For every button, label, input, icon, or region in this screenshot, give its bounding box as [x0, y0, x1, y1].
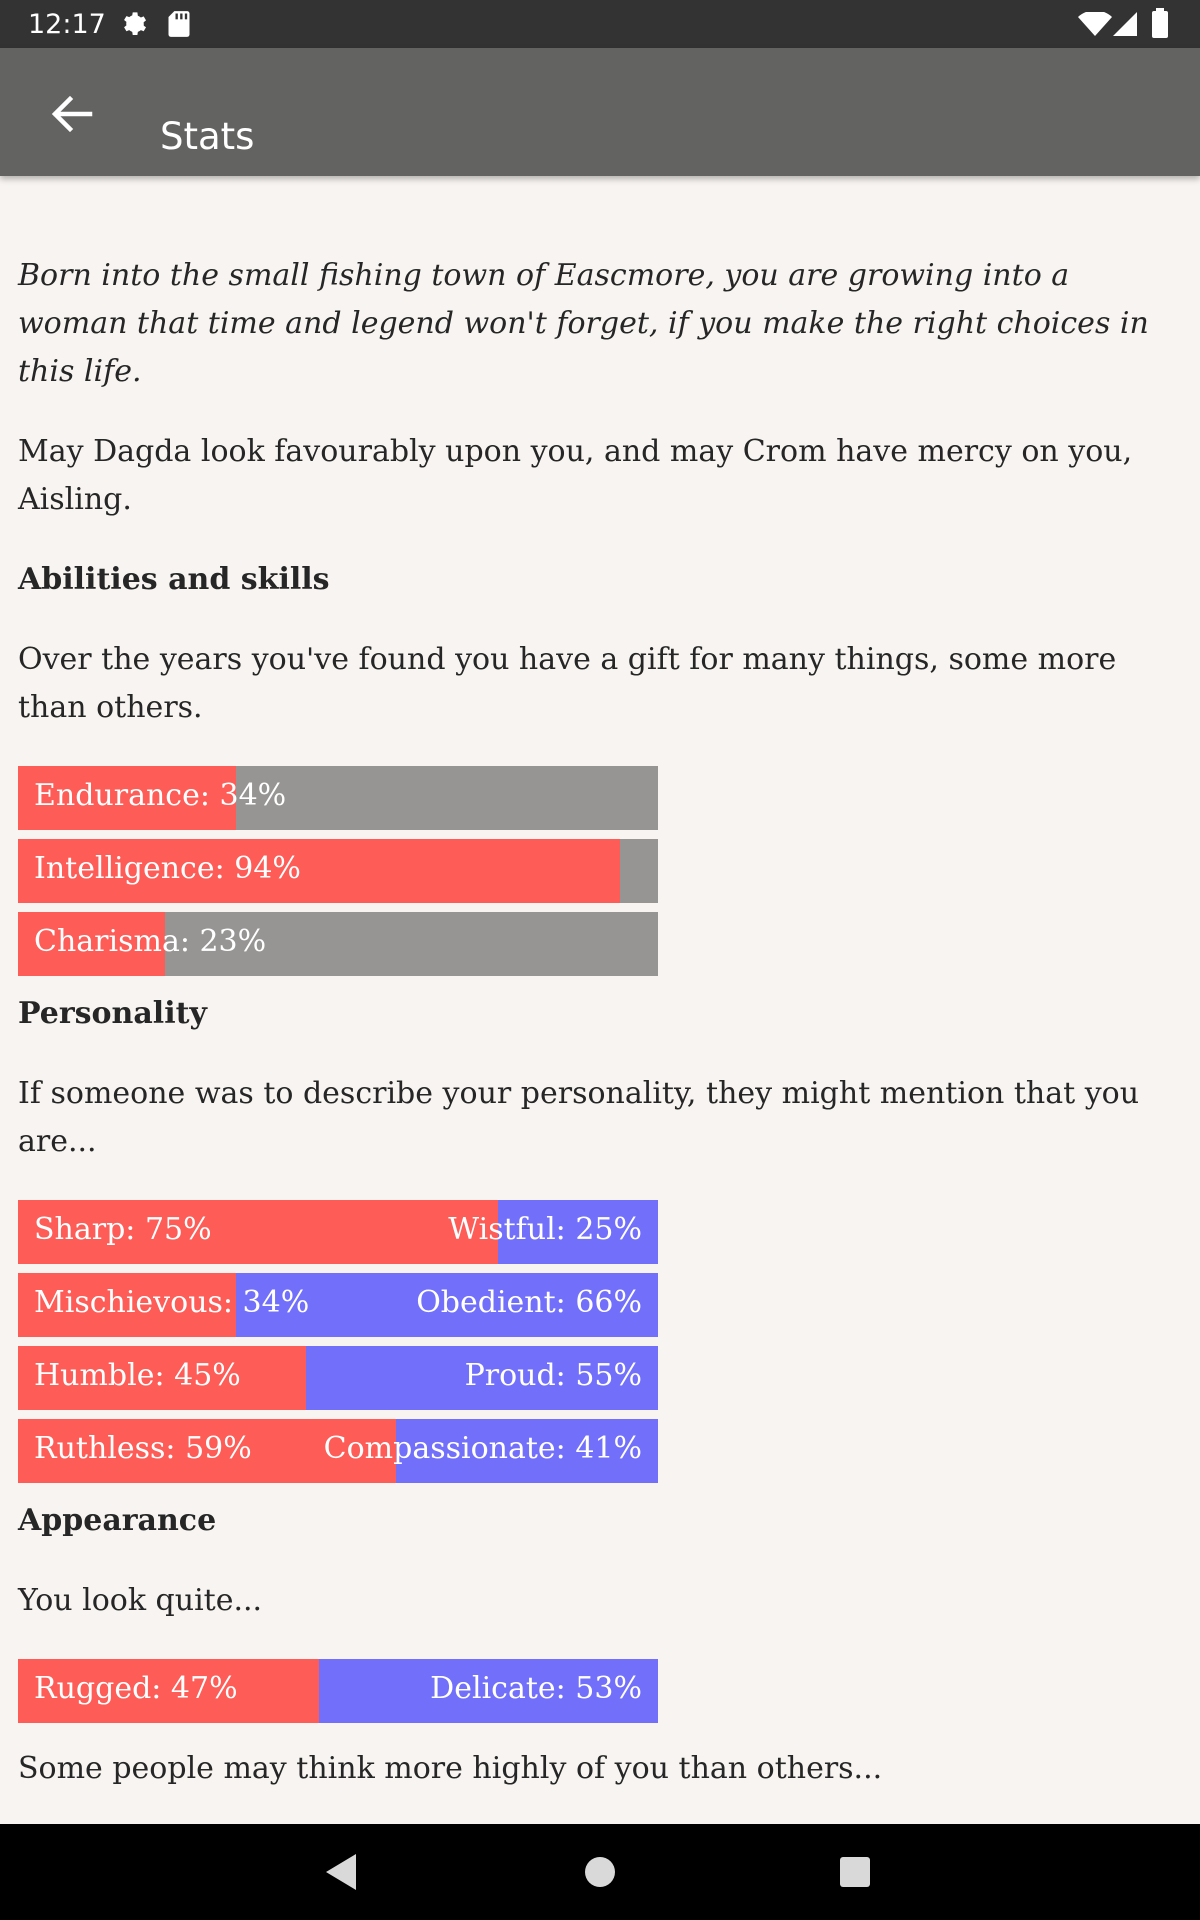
stat-bar-left-label: Rugged: 47% [34, 1671, 238, 1706]
stat-bar-fill [18, 766, 236, 830]
appearance-footer: Some people may think more highly of you… [18, 1751, 883, 1786]
appearance-bars: Rugged: 47% Delicate: 53% [18, 1659, 1183, 1723]
stat-bar-fill [18, 912, 166, 976]
stat-bar-label: Endurance: 34% [34, 778, 287, 813]
stat-bar-fill [18, 1346, 306, 1410]
abilities-bars: Endurance: 34% Intelligence: 94% Charisma:… [18, 766, 1183, 976]
stat-bar-left-label: Ruthless: 59% [34, 1431, 252, 1466]
stat-bar-label: Intelligence: 94% [34, 851, 301, 886]
nav-recents-icon [840, 1857, 870, 1887]
status-time: 12:17 [28, 9, 106, 40]
stat-bar-right-label: Compassionate: 41% [323, 1431, 642, 1466]
intro-story: Born into the small fishing town of Easc… [18, 258, 1149, 389]
back-button[interactable] [40, 82, 104, 146]
abilities-description: Over the years you've found you have a g… [18, 642, 1117, 725]
app-bar: Stats [0, 48, 1200, 176]
sd-card-icon [167, 10, 191, 42]
personality-stat-bar: Humble: 45% Proud: 55% [18, 1346, 658, 1410]
gear-icon [120, 10, 148, 42]
stat-bar-right-label: Obedient: 66% [416, 1285, 642, 1320]
personality-stat-bar: Sharp: 75% Wistful: 25% [18, 1200, 658, 1264]
nav-back-icon [326, 1854, 356, 1890]
back-arrow-icon [51, 95, 93, 133]
nav-home-icon [585, 1857, 615, 1887]
appearance-stat-bar: Rugged: 47% Delicate: 53% [18, 1659, 658, 1723]
page-title: Stats [160, 114, 255, 158]
nav-back-button[interactable] [318, 1848, 366, 1896]
stat-bar-right-label: Delicate: 53% [430, 1671, 642, 1706]
appearance-description: You look quite... [18, 1583, 263, 1618]
personality-bars: Sharp: 75% Wistful: 25% Mischievous: 34% Ob… [18, 1200, 1183, 1483]
stat-bar-label: Charisma: 23% [34, 924, 267, 959]
personality-stat-bar: Mischievous: 34% Obedient: 66% [18, 1273, 658, 1337]
appearance-heading: Appearance [18, 1503, 217, 1538]
wifi-icon [1078, 10, 1112, 40]
abilities-stat-bar: Charisma: 23% [18, 912, 658, 976]
stat-bar-fill [18, 1200, 498, 1264]
signal-icon [1113, 12, 1137, 40]
personality-description: If someone was to describe your personal… [18, 1076, 1140, 1159]
stat-bar-fill [18, 1659, 319, 1723]
stats-content: Born into the small fishing town of Easc… [18, 176, 1183, 1793]
stat-bar-fill [18, 1419, 396, 1483]
stat-bar-fill [18, 839, 620, 903]
abilities-stat-bar: Intelligence: 94% [18, 839, 658, 903]
status-bar: 12:17 [0, 0, 1200, 48]
personality-heading: Personality [18, 996, 207, 1031]
stat-bar-right-label: Wistful: 25% [448, 1212, 642, 1247]
navigation-bar [0, 1824, 1200, 1920]
intro-blessing: May Dagda look favourably upon you, and … [18, 434, 1133, 517]
personality-stat-bar: Ruthless: 59% Compassionate: 41% [18, 1419, 658, 1483]
stat-bar-left-label: Humble: 45% [34, 1358, 241, 1393]
stat-bar-right-label: Proud: 55% [464, 1358, 642, 1393]
stat-bar-left-label: Mischievous: 34% [34, 1285, 310, 1320]
stat-bar-left-label: Sharp: 75% [34, 1212, 212, 1247]
nav-recents-button[interactable] [831, 1848, 879, 1896]
battery-icon [1152, 8, 1168, 42]
abilities-stat-bar: Endurance: 34% [18, 766, 658, 830]
abilities-heading: Abilities and skills [18, 562, 330, 597]
nav-home-button[interactable] [576, 1848, 624, 1896]
stat-bar-fill [18, 1273, 236, 1337]
